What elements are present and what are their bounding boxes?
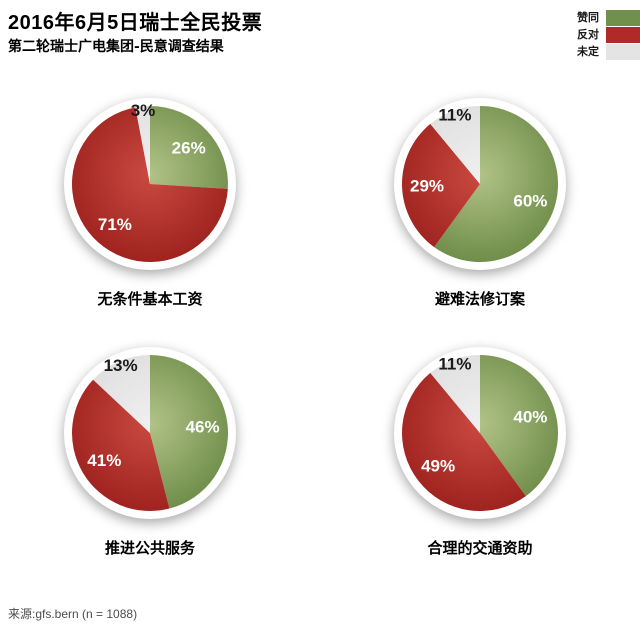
page-subtitle: 第二轮瑞士广电集团-民意调查结果 xyxy=(8,39,224,55)
slice-label: 41% xyxy=(87,451,121,470)
pie-chart: 46% 41% 13% xyxy=(0,331,300,535)
legend-item-undecided: 未定 xyxy=(577,44,640,60)
pie-slice-undecided xyxy=(430,106,480,184)
pie-title: 推进公共服务 xyxy=(104,539,195,557)
legend-label-agree: 赞同 xyxy=(577,11,599,24)
legend-swatch-agree-icon xyxy=(606,10,640,26)
pie-chart: 60% 29% 11% xyxy=(330,82,630,286)
slice-label: 13% xyxy=(104,356,138,375)
pie-slice-oppose xyxy=(72,379,170,512)
pie-title: 避难法修订案 xyxy=(434,290,525,308)
pie-svg: 40% 49% 11% xyxy=(394,347,566,519)
pie-chart: 26% 71% 3% xyxy=(0,82,300,286)
pie-slice-agree xyxy=(434,106,559,262)
pie-chart: 40% 49% 11% xyxy=(330,331,630,535)
pie-title: 无条件基本工资 xyxy=(97,290,203,308)
pie-figure-transport-funding: 40% 49% 11% 合理的交通资助 xyxy=(330,331,630,558)
slice-label: 60% xyxy=(513,191,547,210)
pie-svg: 26% 71% 3% xyxy=(64,98,236,270)
legend-swatch-oppose-icon xyxy=(606,27,640,43)
slice-label: 26% xyxy=(172,139,206,158)
pie-slice-undecided xyxy=(93,355,150,433)
pie-slice-agree xyxy=(480,355,558,497)
legend: 赞同 反对 未定 xyxy=(577,10,640,60)
slice-label: 3% xyxy=(131,101,156,120)
slice-label: 71% xyxy=(98,215,132,234)
slice-label: 29% xyxy=(410,177,444,196)
slice-label: 11% xyxy=(438,105,471,124)
slice-label: 49% xyxy=(421,457,455,476)
legend-label-oppose: 反对 xyxy=(577,28,599,41)
pie-svg: 46% 41% 13% xyxy=(64,347,236,519)
legend-swatch-undecided-icon xyxy=(606,44,640,60)
pie-slice-agree xyxy=(150,106,229,189)
page-title: 2016年6月5日瑞士全民投票 xyxy=(8,12,263,34)
pie-title: 合理的交通资助 xyxy=(427,539,533,557)
pie-slice-agree xyxy=(150,355,229,509)
legend-item-oppose: 反对 xyxy=(577,27,640,43)
legend-item-agree: 赞同 xyxy=(577,10,640,26)
pie-svg: 60% 29% 11% xyxy=(394,98,566,270)
pie-slice-oppose xyxy=(402,372,526,511)
slice-label: 11% xyxy=(438,354,471,373)
legend-label-undecided: 未定 xyxy=(577,45,599,58)
pie-figure-basic-income: 26% 71% 3% 无条件基本工资 xyxy=(0,82,300,309)
pie-slice-undecided xyxy=(430,355,480,433)
source-note: 来源:gfs.bern (n = 1088) xyxy=(8,607,138,621)
slice-label: 46% xyxy=(186,417,220,436)
pie-figure-asylum-law: 60% 29% 11% 避难法修订案 xyxy=(330,82,630,309)
pie-slice-oppose xyxy=(72,107,228,262)
pie-figure-public-service: 46% 41% 13% 推进公共服务 xyxy=(0,331,300,558)
pie-slice-oppose xyxy=(402,123,480,248)
pie-slice-undecided xyxy=(135,106,150,184)
slice-label: 40% xyxy=(513,408,547,427)
